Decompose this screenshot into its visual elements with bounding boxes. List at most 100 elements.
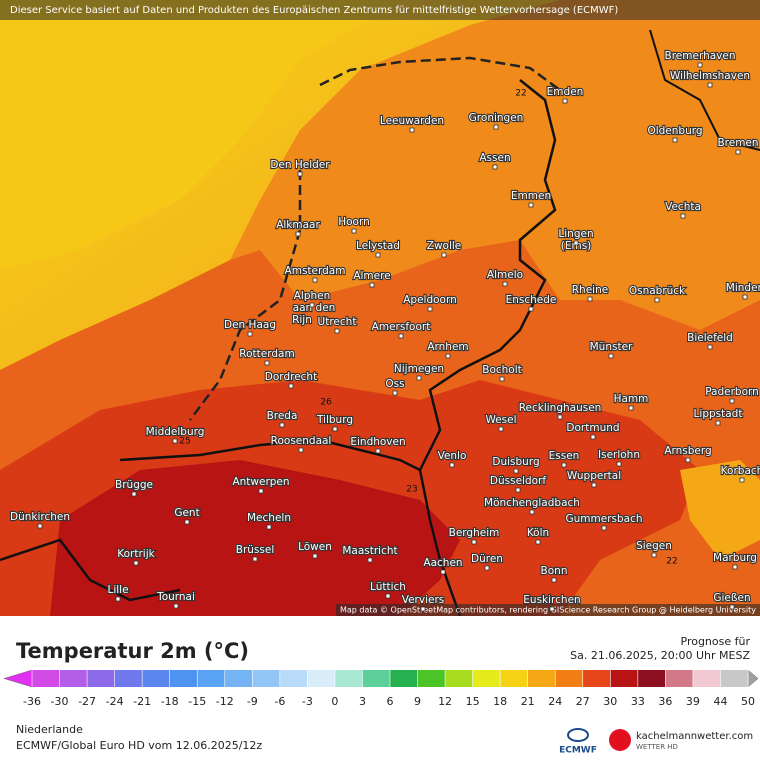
city-dot — [493, 124, 499, 130]
city-dot — [398, 333, 404, 339]
city-label: Tournai — [156, 591, 195, 603]
city-dot — [484, 565, 490, 571]
city-label: Arnhem — [427, 341, 468, 353]
city-label: Apeldoorn — [403, 294, 457, 306]
city-dot — [628, 405, 634, 411]
city-label: Almere — [353, 270, 390, 282]
colorbar-tick-label: 30 — [603, 695, 617, 708]
city-label: Den Helder — [270, 159, 330, 171]
city-dot — [409, 127, 415, 133]
city-label: aan den — [293, 302, 336, 314]
city-label: Kortrijk — [117, 548, 155, 560]
city-dot — [590, 434, 596, 440]
isotherm-label: 23 — [406, 485, 417, 495]
colorbar-tick-label: -36 — [23, 695, 41, 708]
colorbar-segment — [59, 670, 88, 687]
city-dot — [616, 461, 622, 467]
city-label: Mönchengladbach — [484, 497, 580, 509]
city-dot — [131, 491, 137, 497]
city-label: Marburg — [713, 552, 757, 564]
city-label: Rheine — [572, 284, 608, 296]
city-dot — [557, 414, 563, 420]
colorbar-segment — [224, 670, 253, 687]
city-label: Alphen — [294, 290, 331, 302]
city-dot — [312, 277, 318, 283]
isotherm-label: 26 — [320, 398, 332, 408]
city-label: Amersfoort — [372, 321, 431, 333]
city-label: Breda — [267, 410, 298, 422]
city-label: Arnsberg — [664, 445, 711, 457]
colorbar-tick-label: -3 — [302, 695, 313, 708]
city-label: Verviers — [402, 594, 445, 606]
hottest-area — [50, 460, 460, 616]
colorbar-segment — [362, 670, 391, 687]
city-dot — [367, 557, 373, 563]
city-dot — [732, 564, 738, 570]
city-label: Siegen — [636, 540, 672, 552]
city-dot — [297, 171, 303, 177]
city-label: Köln — [527, 527, 549, 539]
city-dot — [312, 553, 318, 559]
ecmwf-icon — [567, 728, 589, 742]
city-label: Minden — [726, 282, 760, 294]
city-dot — [440, 569, 446, 575]
city-label: Bergheim — [449, 527, 500, 539]
border-nl-de — [418, 79, 557, 616]
city-label: Lüttich — [370, 581, 406, 593]
site-sub: WETTER HD — [636, 743, 678, 751]
colorbar-segment — [307, 670, 336, 687]
colorbar-segment — [197, 670, 226, 687]
colorbar-tick-label: -12 — [216, 695, 234, 708]
city-label: Gießen — [713, 592, 750, 604]
city-dot — [351, 228, 357, 234]
forecast-time: Sa. 21.06.2025, 20:00 Uhr MESZ — [570, 649, 750, 662]
city-dot — [707, 344, 713, 350]
colorbar-tick-label: 21 — [521, 695, 535, 708]
city-label: Bonn — [541, 565, 568, 577]
colorbar-tick-label: 27 — [576, 695, 590, 708]
site: kachelmannwetter.com — [636, 731, 753, 742]
city-dot — [264, 360, 270, 366]
city-dot — [375, 448, 381, 454]
city-dot — [449, 462, 455, 468]
cool-hills — [680, 460, 760, 560]
city-label: Den Haag — [224, 319, 276, 331]
colorbar-segment — [417, 670, 446, 687]
city-label: Bielefeld — [687, 332, 733, 344]
city-dot — [499, 376, 505, 382]
city-dot — [729, 398, 735, 404]
city-label: Venlo — [438, 450, 467, 462]
city-dot — [742, 294, 748, 300]
city-label: Wuppertal — [567, 470, 621, 482]
border-nl-be — [119, 438, 421, 472]
city-dot — [561, 462, 567, 468]
city-label: Utrecht — [318, 316, 357, 328]
city-dot — [334, 328, 340, 334]
colorbar-tick-label: 36 — [658, 695, 672, 708]
colorbar-segment — [472, 670, 501, 687]
city-label: Antwerpen — [232, 476, 289, 488]
city-dot — [535, 539, 541, 545]
city-label: Korbach — [721, 465, 760, 477]
model-run: ECMWF/Global Euro HD vom 12.06.2025/12z — [16, 739, 262, 752]
city-dot — [247, 331, 253, 337]
colorbar-segment — [445, 670, 474, 687]
colorbar-segment — [142, 670, 171, 687]
city-dot — [115, 596, 121, 602]
city-label: Hamm — [614, 393, 649, 405]
city-dot — [672, 137, 678, 143]
city-label: Dünkirchen — [10, 511, 70, 523]
city-dot — [513, 468, 519, 474]
city-label: Oss — [385, 378, 404, 390]
city-dot — [252, 556, 258, 562]
colorbar-segment — [527, 670, 556, 687]
city-label: Düsseldorf — [490, 475, 546, 487]
city-label: Rijn — [292, 314, 312, 326]
city-label: Hoorn — [338, 216, 370, 228]
colorbar-segment — [637, 670, 666, 687]
colorbar-segment — [252, 670, 281, 687]
city-label: Osnabrück — [629, 285, 686, 297]
city-label: Alkmaar — [276, 219, 320, 231]
cool-sea — [0, 0, 400, 270]
city-dot — [697, 62, 703, 68]
